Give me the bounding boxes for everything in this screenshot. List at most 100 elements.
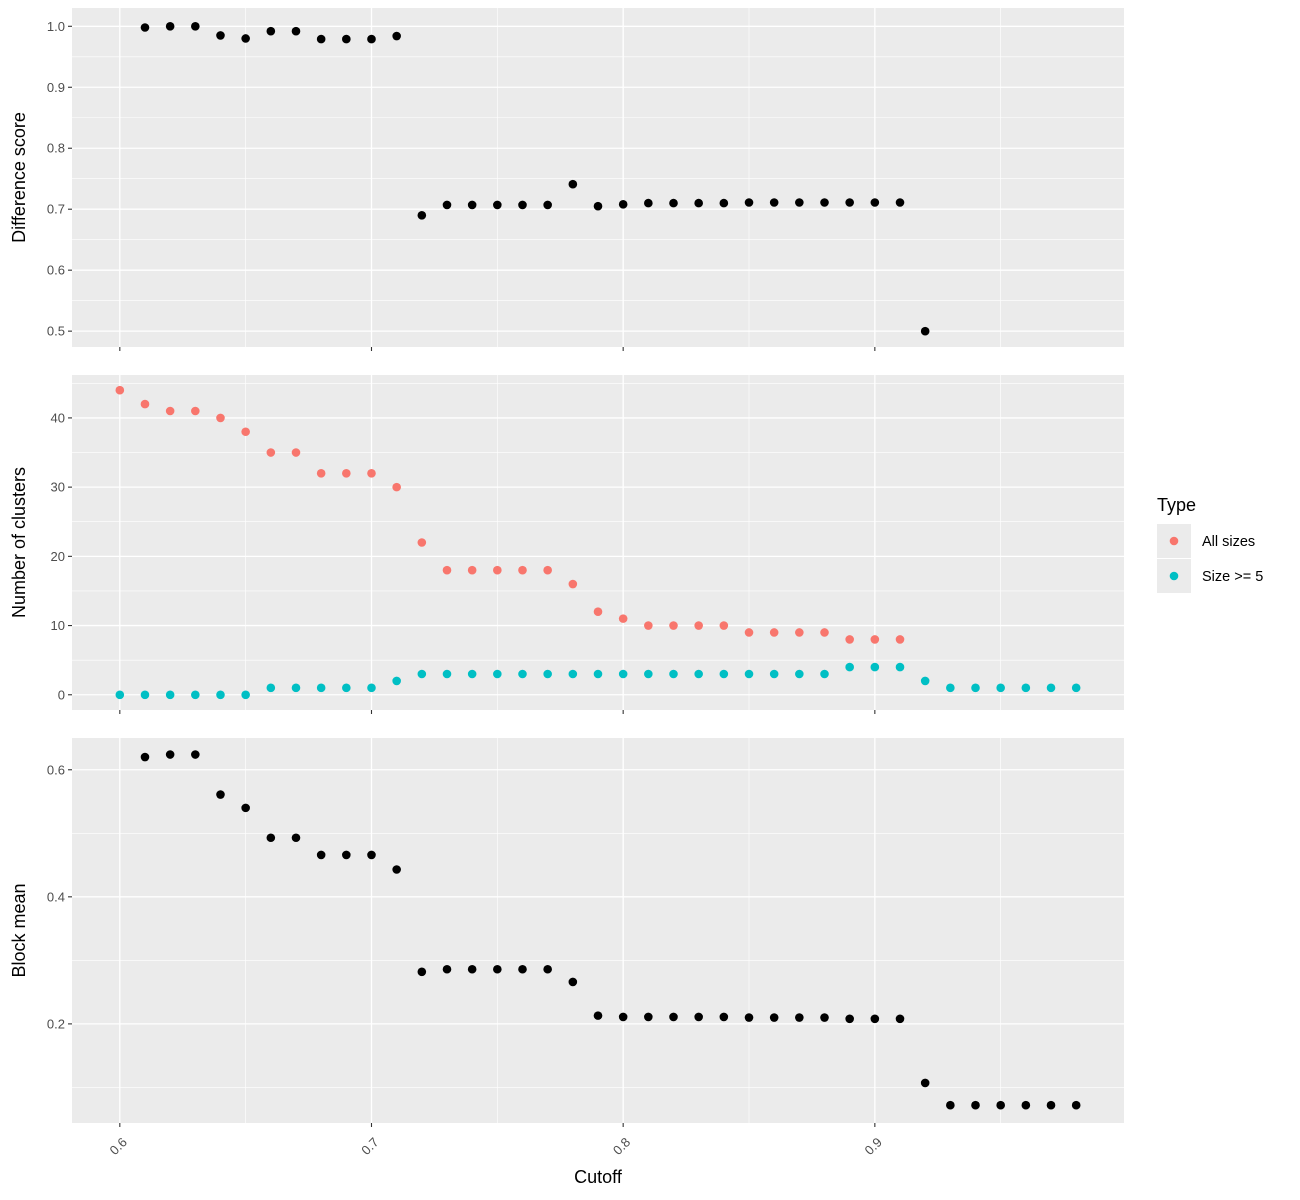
data-point [518, 200, 527, 210]
data-point [971, 683, 980, 693]
data-point [744, 669, 754, 679]
data-point [644, 621, 653, 630]
data-point [442, 200, 452, 210]
data-point [316, 468, 326, 478]
panel-3: 0.2 0.4 0.6 Block mean [9, 738, 1124, 1127]
data-point [367, 850, 376, 860]
data-point [946, 683, 955, 693]
data-point [518, 964, 527, 974]
data-point [291, 26, 301, 36]
panel-2: 0 10 20 30 40 Number of clusters [9, 375, 1124, 714]
data-point [518, 669, 527, 679]
legend-title: Type [1157, 495, 1196, 515]
data-point [241, 803, 250, 813]
data-point [140, 399, 150, 409]
data-point [870, 198, 880, 207]
y-tick-label: 0.2 [47, 1016, 65, 1031]
data-point [392, 676, 401, 686]
data-point [618, 1012, 628, 1022]
data-point [644, 669, 653, 679]
data-point [1021, 683, 1031, 693]
x-axis-label: Cutoff [574, 1167, 623, 1187]
data-point [442, 964, 452, 974]
data-point [845, 662, 854, 672]
data-point [694, 669, 703, 679]
data-point [895, 635, 905, 644]
y-tick-label: 1.0 [47, 19, 65, 34]
data-point [191, 406, 200, 416]
data-point [140, 752, 150, 762]
data-point [518, 565, 527, 575]
data-point [1021, 1100, 1031, 1110]
data-point [895, 1014, 905, 1024]
data-point [820, 1013, 829, 1022]
data-point [241, 427, 250, 437]
data-point [669, 621, 678, 630]
data-point [165, 750, 175, 759]
data-point [316, 850, 326, 860]
data-point [543, 669, 552, 679]
data-point [266, 683, 276, 693]
y-tick-label: 0 [58, 687, 65, 702]
data-point [568, 179, 578, 189]
data-point [191, 21, 200, 31]
data-point [618, 200, 628, 209]
data-point [140, 690, 150, 700]
data-point [543, 964, 552, 974]
data-point [241, 34, 250, 43]
data-point [719, 198, 729, 208]
data-point [543, 565, 552, 575]
y-axis-label: Number of clusters [9, 467, 29, 618]
data-point [593, 607, 603, 617]
x-tick-label: 0.8 [610, 1135, 633, 1158]
panel-background [72, 8, 1124, 347]
data-point [820, 628, 829, 637]
data-point [694, 621, 703, 630]
data-point [115, 385, 125, 395]
data-point [467, 964, 477, 974]
data-point [870, 662, 880, 672]
data-point [971, 1100, 980, 1110]
data-point [216, 31, 225, 40]
legend-label: All sizes [1202, 534, 1255, 550]
data-point [744, 1013, 754, 1022]
y-tick-label: 40 [51, 410, 65, 425]
y-axis-label: Difference score [9, 112, 29, 243]
data-point [216, 790, 225, 799]
legend-point [1169, 571, 1179, 581]
data-point [669, 1012, 678, 1022]
data-point [367, 34, 376, 44]
data-point [593, 669, 603, 679]
data-point [920, 326, 930, 336]
data-point [719, 669, 729, 679]
data-point [342, 468, 351, 478]
data-point [1071, 1100, 1081, 1110]
data-point [618, 614, 628, 623]
data-point [920, 1078, 930, 1088]
data-point [467, 565, 477, 575]
y-tick-label: 0.6 [47, 263, 65, 278]
data-point [493, 200, 502, 210]
data-point [694, 198, 703, 208]
data-point [946, 1100, 955, 1110]
data-point [996, 683, 1005, 693]
data-point [593, 201, 603, 211]
data-point [266, 26, 276, 36]
data-point [191, 750, 200, 759]
data-point [442, 565, 452, 575]
data-point [493, 565, 502, 575]
y-tick-label: 20 [51, 549, 65, 564]
data-point [769, 198, 779, 207]
y-tick-label: 0.4 [47, 889, 65, 904]
data-point [417, 538, 427, 547]
data-point [820, 669, 829, 679]
data-point [191, 690, 200, 700]
data-point [216, 690, 225, 700]
data-point [367, 468, 376, 478]
data-point [769, 669, 779, 679]
data-point [1046, 1100, 1056, 1110]
data-point [996, 1100, 1005, 1110]
data-point [316, 34, 326, 44]
data-point [719, 1012, 729, 1022]
data-point [669, 198, 678, 208]
